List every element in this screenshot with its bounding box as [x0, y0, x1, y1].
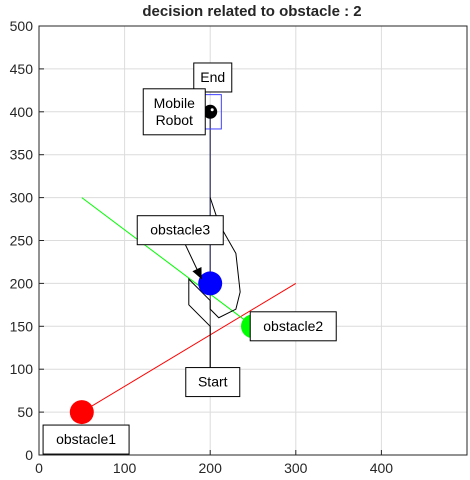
x-tick-label: 400 [370, 460, 394, 476]
y-tick-label: 200 [10, 275, 34, 291]
label-text: Start [198, 374, 228, 390]
label-text: Mobile [154, 95, 195, 111]
y-tick-label: 100 [10, 361, 34, 377]
y-tick-label: 500 [10, 18, 34, 34]
label-text: obstacle1 [56, 431, 116, 447]
red-line [81, 282, 297, 413]
label-text: End [200, 69, 225, 85]
chart-title: decision related to obstacle : 2 [142, 3, 361, 20]
series [69, 94, 297, 425]
label-box [142, 88, 206, 136]
x-tick-label: 200 [199, 460, 223, 476]
obstacle1-marker [69, 400, 94, 425]
label-box [249, 311, 337, 342]
arrow-head [192, 267, 202, 280]
label-text: obstacle2 [263, 318, 323, 334]
label-text: obstacle3 [150, 222, 210, 238]
y-tick-label: 150 [10, 318, 34, 334]
obstacle3-marker [198, 271, 223, 296]
y-tick-label: 300 [10, 190, 34, 206]
label-box [136, 215, 224, 246]
x-tick-label: 300 [284, 460, 308, 476]
y-tick-label: 350 [10, 147, 34, 163]
obstacle1-label: obstacle1 [42, 424, 130, 455]
tick-labels: 0 100 200 300 400 0 50 100 150 200 250 300 350 400 450… [10, 18, 394, 476]
obstacle3-label: obstacle3 [136, 215, 224, 246]
y-tick-label: 400 [10, 104, 34, 120]
robot-highlight [210, 108, 214, 112]
label-box [42, 424, 130, 455]
grid [38, 25, 467, 456]
y-tick-label: 0 [25, 447, 33, 463]
green-line [81, 197, 254, 327]
label-box [193, 62, 233, 93]
mobile-robot-marker [203, 104, 218, 119]
label-box [185, 367, 241, 398]
x-tick-label: 100 [113, 460, 137, 476]
robot-path [188, 197, 241, 370]
y-tick-label: 250 [10, 233, 34, 249]
x-tick-label: 0 [35, 460, 43, 476]
label-text: Robot [156, 112, 193, 128]
y-tick-label: 50 [17, 404, 33, 420]
obstacle2-label: obstacle2 [249, 311, 337, 342]
y-tick-label: 450 [10, 61, 34, 77]
start-label: Start [185, 367, 241, 398]
end-label: End [193, 62, 233, 93]
